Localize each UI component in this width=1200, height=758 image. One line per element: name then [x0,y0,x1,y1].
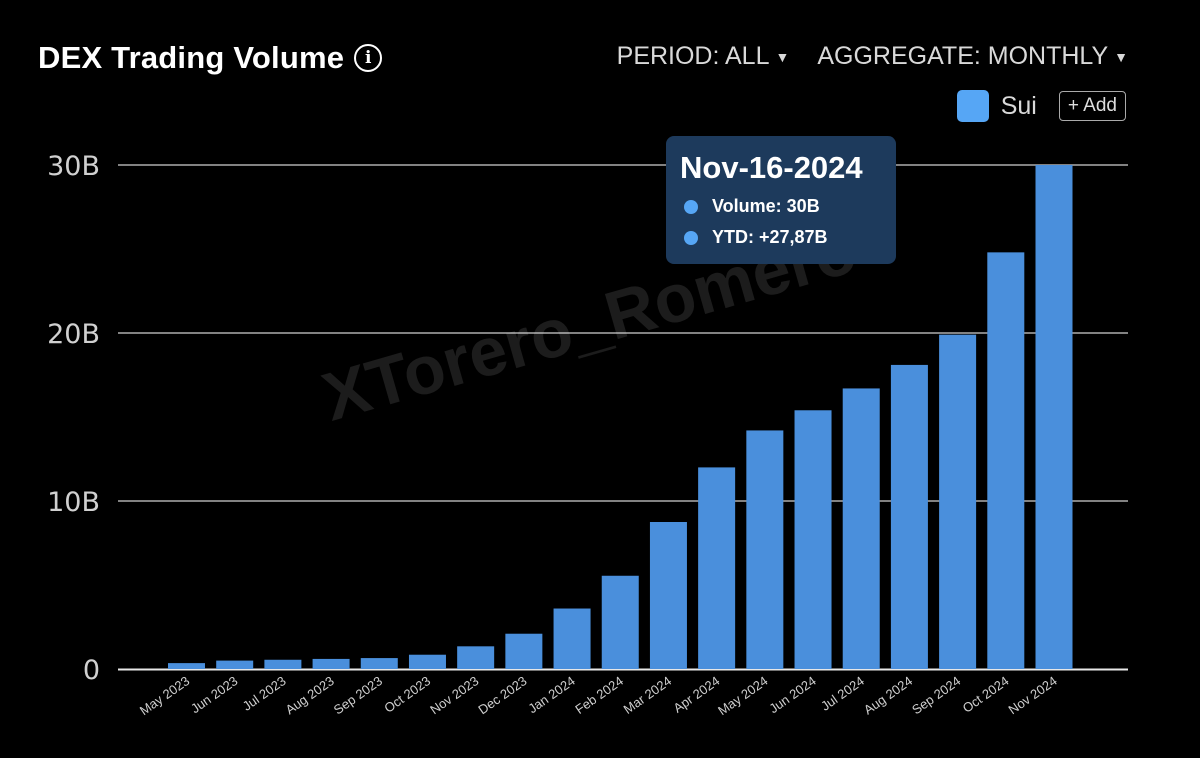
bar [264,659,302,669]
tooltip-date: Nov-16-2024 [680,150,863,185]
x-tick-label: Jan 2024 [525,673,577,716]
tooltip-dot-icon [684,199,698,214]
x-tick-label: Aug 2023 [283,673,337,717]
chart-tooltip: Nov-16-2024 Volume: 30B YTD: +27,87B [666,136,896,264]
bar [216,660,254,669]
bar [987,252,1025,670]
bar [1035,165,1073,669]
aggregate-label: AGGREGATE: MONTHLY [817,42,1109,70]
bar [408,654,446,669]
bar [842,388,880,669]
x-tick-label: Nov 2023 [427,673,481,717]
tooltip-volume: Volume: 30B [712,196,820,216]
chevron-down-icon: ▼ [775,48,790,65]
x-tick-label: Dec 2023 [475,673,529,717]
info-icon[interactable]: i [354,44,383,72]
tooltip-volume-row: Volume: 30B [680,196,882,217]
legend: Sui + Add [956,90,1126,122]
tooltip-ytd: YTD: +27,87B [712,227,828,247]
bar [649,522,687,669]
chart-title-group: DEX Trading Volume i [38,38,383,78]
bar [553,608,591,669]
bar [168,663,205,669]
tooltip-ytd-row: YTD: +27,87B [680,227,882,248]
x-tick-label: Jul 2023 [240,673,289,713]
legend-label-sui: Sui [1000,91,1037,120]
bar [698,467,736,669]
x-tick-label: Jun 2023 [188,673,240,716]
period-dropdown[interactable]: PERIOD: ALL ▼ [617,42,790,71]
y-tick-label: 0 [83,655,100,686]
x-tick-label: Apr 2024 [671,673,723,716]
x-tick-label: May 2024 [715,673,770,718]
y-tick-label: 30B [47,151,100,182]
aggregate-dropdown[interactable]: AGGREGATE: MONTHLY ▼ [817,42,1128,71]
x-tick-label: Sep 2023 [331,673,385,717]
x-tick-label: Oct 2023 [381,673,433,716]
bar [457,646,495,669]
chevron-down-icon: ▼ [1114,48,1128,65]
y-tick-label: 20B [47,319,100,350]
chart-controls: PERIOD: ALL ▼ AGGREGATE: MONTHLY ▼ [617,42,1128,71]
x-tick-label: Nov 2024 [1006,673,1060,717]
bar [601,575,639,669]
legend-swatch-sui[interactable] [956,90,989,122]
x-tick-label: Sep 2024 [909,673,963,717]
x-tick-label: Aug 2024 [861,673,915,717]
period-label: PERIOD: ALL [616,42,770,70]
y-tick-label: 10B [47,487,100,518]
add-series-button[interactable]: + Add [1058,91,1126,121]
bar [312,658,350,669]
chart-title: DEX Trading Volume [38,40,345,75]
bar [360,658,398,669]
x-tick-label: Jul 2024 [818,673,867,713]
x-tick-label: Oct 2024 [960,673,1012,716]
tooltip-dot-icon [684,230,698,245]
bar [794,410,832,669]
x-tick-label: Feb 2024 [572,673,626,717]
x-tick-label: Jun 2024 [766,673,818,716]
bar [939,334,977,669]
x-tick-label: Mar 2024 [621,673,675,717]
x-tick-label: May 2023 [137,673,192,718]
bar [505,633,543,669]
bar [746,430,784,669]
bar [890,364,928,669]
